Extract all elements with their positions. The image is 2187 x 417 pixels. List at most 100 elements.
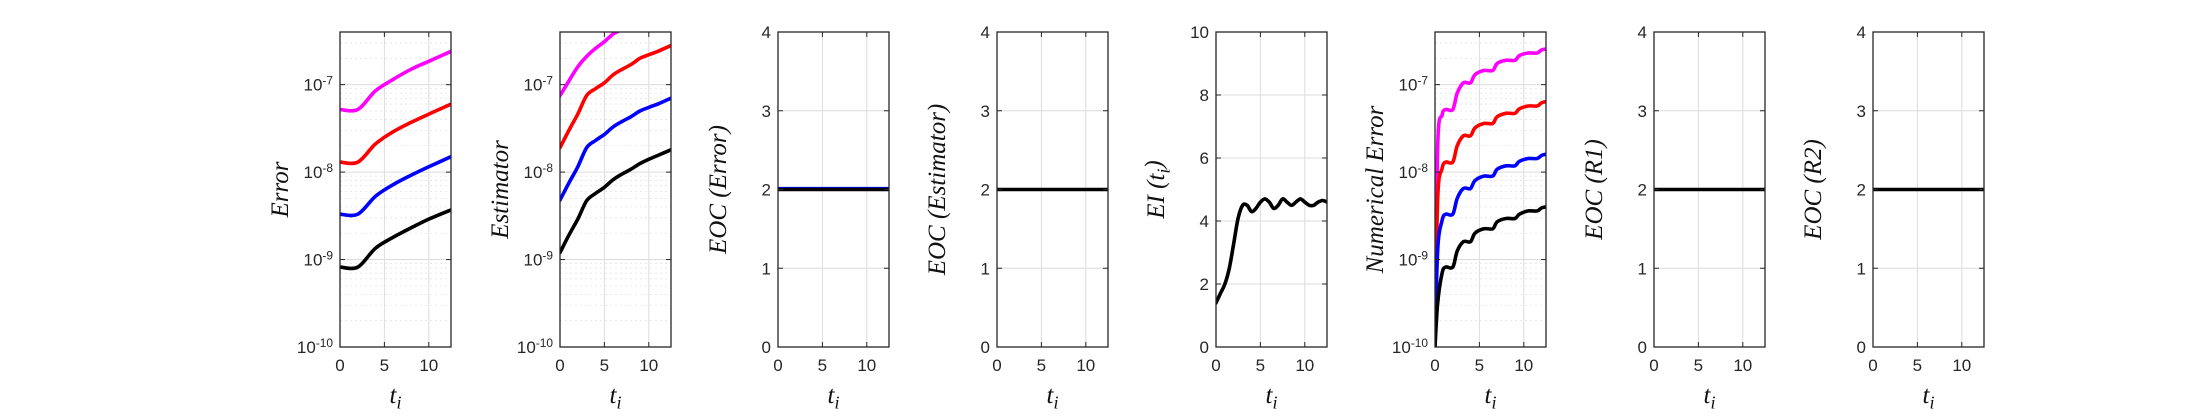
- y-tick-label: 0: [1200, 338, 1209, 357]
- x-tick-label: 0: [335, 356, 344, 375]
- series-line-3: [340, 154, 451, 218]
- y-tick-label: 10-10: [1392, 336, 1428, 357]
- x-tick-label: 10: [419, 356, 438, 375]
- y-tick-label: 3: [1857, 102, 1866, 121]
- y-tick-label: 2: [1857, 181, 1866, 200]
- series-line-3: [560, 96, 671, 202]
- y-tick-label: 1: [1638, 259, 1647, 278]
- series-line-1: [1216, 197, 1327, 305]
- x-tick-label: 5: [380, 356, 389, 375]
- x-tick-label: 5: [600, 356, 609, 375]
- x-tick-label: 5: [818, 356, 827, 375]
- axes-frame: [1434, 31, 1547, 348]
- y-tick-label: 0: [762, 338, 771, 357]
- series-line-2: [1435, 99, 1546, 347]
- y-tick-label: 4: [1857, 23, 1866, 42]
- series-line-4: [340, 208, 451, 271]
- series-line-4: [560, 148, 671, 255]
- x-axis-label: ti: [1704, 382, 1716, 412]
- y-tick-label: 10-9: [524, 249, 554, 270]
- y-tick-label: 4: [762, 23, 771, 42]
- y-tick-label: 10-8: [524, 161, 554, 182]
- chart-panel-7: 0 5 10 0 1 2 3 4 ti EOC (R1): [1581, 23, 1766, 412]
- y-axis-label: Error: [267, 161, 294, 218]
- x-tick-label: 5: [1475, 356, 1484, 375]
- x-tick-label: 0: [992, 356, 1001, 375]
- x-axis-label: ti: [390, 382, 402, 412]
- x-tick-label: 0: [773, 356, 782, 375]
- x-axis-label: ti: [1485, 382, 1497, 412]
- x-tick-label: 0: [1430, 356, 1439, 375]
- x-tick-label: 0: [1211, 356, 1220, 375]
- x-tick-label: 5: [1037, 356, 1046, 375]
- y-tick-label: 4: [1638, 23, 1647, 42]
- y-tick-label: 3: [981, 102, 990, 121]
- y-tick-label: 1: [981, 259, 990, 278]
- chart-panel-1: 0 5 10 10-10 10-9 10-8 10-7 ti Error: [267, 31, 452, 412]
- x-tick-label: 0: [555, 356, 564, 375]
- y-axis-label: EOC (Error): [705, 125, 732, 255]
- x-tick-label: 0: [1649, 356, 1658, 375]
- chart-panel-2: 0 5 10 10-10 10-9 10-8 10-7 ti Estimator: [487, 31, 672, 412]
- x-tick-label: 10: [1514, 356, 1533, 375]
- y-tick-label: 10-10: [517, 336, 553, 357]
- series-line-2: [560, 43, 671, 150]
- series-line-1: [560, 32, 621, 98]
- y-tick-label: 3: [762, 102, 771, 121]
- x-tick-label: 5: [1913, 356, 1922, 375]
- x-tick-label: 0: [1868, 356, 1877, 375]
- y-axis-label: Numerical Error: [1362, 105, 1389, 274]
- y-tick-label: 10-7: [1399, 74, 1429, 95]
- x-tick-label: 10: [1295, 356, 1314, 375]
- y-tick-label: 0: [1857, 338, 1866, 357]
- x-axis-label: ti: [1266, 382, 1278, 412]
- y-tick-label: 10-7: [304, 74, 334, 95]
- y-tick-label: 10-8: [304, 161, 334, 182]
- y-tick-label: 3: [1638, 102, 1647, 121]
- chart-panel-4: 0 5 10 0 1 2 3 4 ti EOC (Estimator): [924, 23, 1109, 412]
- y-tick-label: 4: [1200, 212, 1209, 231]
- x-tick-label: 5: [1256, 356, 1265, 375]
- x-tick-label: 10: [857, 356, 876, 375]
- y-axis-label: EOC (R1): [1581, 139, 1608, 241]
- y-tick-label: 2: [1200, 275, 1209, 294]
- y-tick-label: 1: [762, 259, 771, 278]
- y-axis-label: EI (ti): [1141, 160, 1174, 219]
- chart-panel-3: 0 5 10 0 1 2 3 4 ti EOC (Error): [705, 23, 890, 412]
- y-tick-label: 0: [981, 338, 990, 357]
- series-line-4: [1435, 205, 1546, 347]
- x-axis-label: ti: [1047, 382, 1059, 412]
- y-tick-label: 4: [981, 23, 990, 42]
- axes-frame: [339, 31, 452, 348]
- y-tick-label: 10-9: [1399, 249, 1429, 270]
- x-axis-label: ti: [828, 382, 840, 412]
- x-tick-label: 10: [1952, 356, 1971, 375]
- chart-panel-5: 0 5 10 0 2 4 6 8 10 ti EI (ti): [1141, 23, 1328, 412]
- y-tick-label: 2: [762, 181, 771, 200]
- y-axis-label: EOC (Estimator): [924, 104, 951, 277]
- y-tick-label: 8: [1200, 86, 1209, 105]
- series-line-3: [1435, 152, 1546, 347]
- axes-frame: [1215, 31, 1328, 348]
- y-tick-label: 10-10: [297, 336, 333, 357]
- y-axis-label: Estimator: [487, 140, 514, 240]
- y-tick-label: 10-7: [524, 74, 554, 95]
- x-tick-label: 10: [1733, 356, 1752, 375]
- x-tick-label: 10: [639, 356, 658, 375]
- chart-panel-6: 0 5 10 10-10 10-9 10-8 10-7 ti Numerical Error: [1362, 31, 1547, 412]
- y-tick-label: 2: [1638, 181, 1647, 200]
- x-axis-label: ti: [1923, 382, 1935, 412]
- series-line-1: [1435, 47, 1546, 347]
- y-tick-label: 1: [1857, 259, 1866, 278]
- y-tick-label: 10: [1190, 23, 1209, 42]
- y-tick-label: 10-9: [304, 249, 334, 270]
- axes-frame: [559, 31, 672, 348]
- x-tick-label: 5: [1694, 356, 1703, 375]
- y-tick-label: 2: [981, 181, 990, 200]
- series-line-1: [340, 49, 451, 113]
- chart-panel-8: 0 5 10 0 1 2 3 4 ti EOC (R2): [1800, 23, 1985, 412]
- x-tick-label: 10: [1076, 356, 1095, 375]
- y-axis-label: EOC (R2): [1800, 139, 1827, 241]
- y-tick-label: 10-8: [1399, 161, 1429, 182]
